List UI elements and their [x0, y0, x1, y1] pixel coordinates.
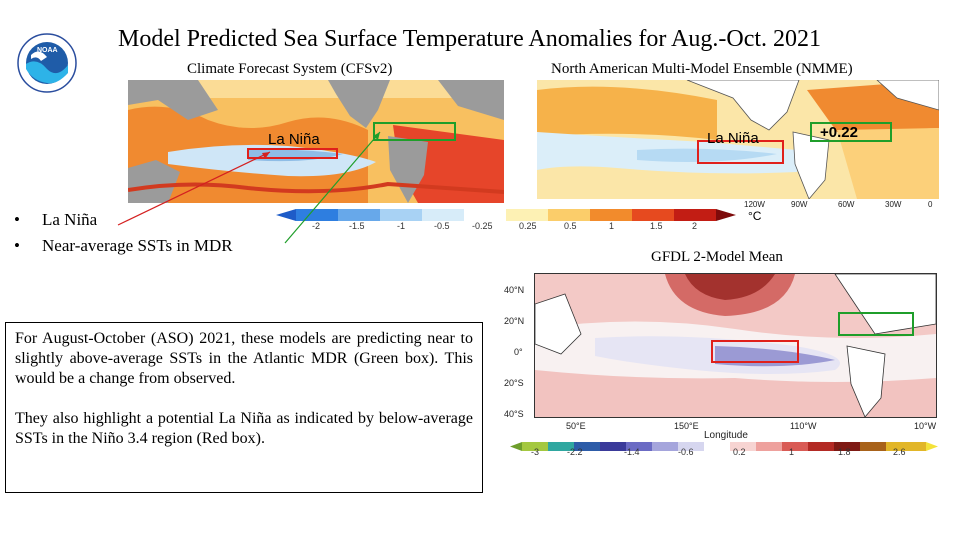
nmme-mdr-value-label: +0.22 — [820, 124, 858, 141]
cfs-title: Climate Forecast System (CFSv2) — [187, 61, 393, 77]
page-title: Model Predicted Sea Surface Temperature … — [118, 26, 822, 52]
gfdl-red-box — [711, 340, 799, 363]
cfs-map — [128, 80, 504, 203]
nmme-green-box — [810, 122, 892, 142]
gfdl-xlabel: Longitude — [704, 430, 748, 441]
nmme-map — [537, 80, 939, 199]
nmme-red-box — [697, 140, 784, 164]
gfdl-title: GFDL 2-Model Mean — [651, 249, 783, 265]
description-paragraph: For August-October (ASO) 2021, these mod… — [15, 330, 473, 387]
description-box: For August-October (ASO) 2021, these mod… — [5, 322, 483, 493]
bullet-item: • La Niña — [14, 210, 98, 229]
cfs-red-box — [247, 148, 338, 159]
bullet-item: • Near-average SSTs in MDR — [14, 236, 233, 255]
nmme-la-nina-label: La Niña — [707, 130, 759, 147]
nmme-title: North American Multi-Model Ensemble (NMM… — [551, 61, 853, 77]
bottom-colorbar — [510, 438, 938, 451]
noaa-logo: NOAA — [17, 33, 77, 93]
description-paragraph: They also highlight a potential La Niña … — [15, 410, 473, 447]
cfs-green-box — [373, 122, 456, 141]
cfs-la-nina-label: La Niña — [268, 131, 320, 148]
gfdl-green-box — [838, 312, 914, 336]
top-colorbar — [276, 208, 736, 221]
bullet-list: • La Niña • Near-average SSTs in MDR — [14, 210, 233, 262]
gfdl-map — [534, 273, 937, 418]
